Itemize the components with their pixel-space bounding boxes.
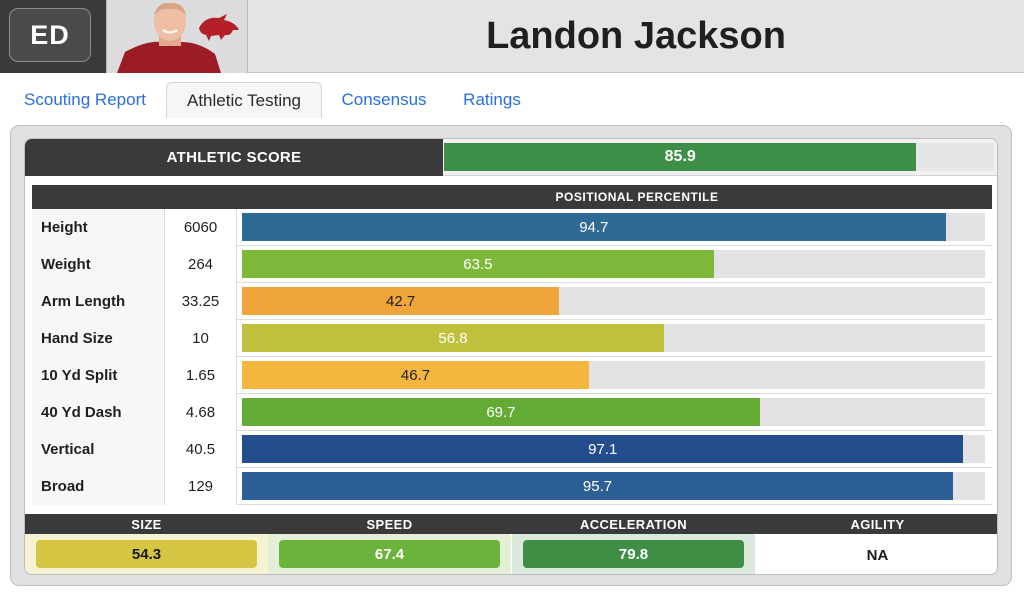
measurement-value: 264: [165, 246, 237, 283]
measurement-label: Vertical: [32, 431, 165, 468]
athletic-score-bar: 85.9: [444, 143, 917, 171]
summary-label-acceleration: ACCELERATION: [579, 516, 688, 532]
measurement-value: 10: [165, 320, 237, 357]
measurement-label: Arm Length: [32, 283, 165, 320]
summary-label-speed: SPEED: [366, 516, 413, 532]
measurement-label: Broad: [32, 468, 165, 505]
percentile-bar: 95.7: [242, 472, 954, 500]
position-badge: ED: [9, 8, 91, 62]
measurement-label: Hand Size: [32, 320, 165, 357]
percentile-bar: 56.8: [242, 324, 665, 352]
tab-ratings[interactable]: Ratings: [463, 90, 521, 109]
player-header: ED Landon Jackson: [0, 0, 1024, 73]
percentile-bar-track: 69.7: [242, 398, 985, 426]
tab-consensus[interactable]: Consensus: [341, 90, 427, 109]
measurement-label: Height: [32, 209, 165, 246]
tab-athletic-testing[interactable]: Athletic Testing: [166, 82, 322, 118]
measurement-row: Weight 264 63.5: [32, 246, 992, 283]
measurement-value: 6060: [165, 209, 237, 246]
summary-label-size: SIZE: [131, 516, 162, 532]
summary-value-acceleration: 79.8: [523, 540, 744, 568]
summary-cell-agility: NA: [756, 534, 997, 574]
position-panel: ED: [0, 0, 106, 73]
summary-cell-size: 54.3: [25, 534, 268, 574]
measurement-row: Broad 129 95.7: [32, 468, 992, 505]
percentile-bar: 69.7: [242, 398, 760, 426]
player-photo: [106, 0, 248, 73]
percentile-bar-track: 63.5: [242, 250, 985, 278]
measurement-label: Weight: [32, 246, 165, 283]
summary-label-agility: AGILITY: [850, 516, 905, 532]
athletic-score-label: ATHLETIC SCORE: [25, 139, 443, 176]
positional-percentile-header: POSITIONAL PERCENTILE: [32, 185, 992, 209]
percentile-bar: 46.7: [242, 361, 589, 389]
summary-value-speed: 67.4: [279, 540, 500, 568]
measurement-value: 1.65: [165, 357, 237, 394]
athletic-testing-card: ATHLETIC SCORE 85.9 POSITIONAL PERCENTIL…: [24, 138, 998, 575]
measurement-value: 129: [165, 468, 237, 505]
player-photo-image: [107, 0, 247, 73]
player-name: Landon Jackson: [486, 15, 786, 57]
percentile-bar: 97.1: [242, 435, 964, 463]
percentile-bar-track: 42.7: [242, 287, 985, 315]
summary-value-size: 54.3: [36, 540, 257, 568]
athletic-testing-panel: ATHLETIC SCORE 85.9 POSITIONAL PERCENTIL…: [10, 125, 1012, 586]
percentile-bar-track: 56.8: [242, 324, 985, 352]
summary-value-agility: NA: [866, 546, 889, 564]
measurement-label: 10 Yd Split: [32, 357, 165, 394]
measurement-row: Hand Size 10 56.8: [32, 320, 992, 357]
measurement-value: 40.5: [165, 431, 237, 468]
tab-scouting-report[interactable]: Scouting Report: [24, 90, 146, 109]
summary-cell-speed: 67.4: [268, 534, 511, 574]
percentile-bar-track: 95.7: [242, 472, 985, 500]
measurement-label: 40 Yd Dash: [32, 394, 165, 431]
athletic-score-track: 85.9: [443, 139, 997, 176]
summary-header: SIZE SPEED ACCELERATION AGILITY: [25, 514, 997, 534]
percentile-bar: 63.5: [242, 250, 714, 278]
percentile-bar-track: 97.1: [242, 435, 985, 463]
athletic-score-bar-bg: 85.9: [444, 143, 994, 171]
measurement-row: 10 Yd Split 1.65 46.7: [32, 357, 992, 394]
measurement-row: 40 Yd Dash 4.68 69.7: [32, 394, 992, 431]
percentile-bar-track: 46.7: [242, 361, 985, 389]
percentile-bar-track: 94.7: [242, 213, 985, 241]
measurement-row: Height 6060 94.7: [32, 209, 992, 246]
measurement-row: Arm Length 33.25 42.7: [32, 283, 992, 320]
tab-bar: Scouting Report Athletic Testing Consens…: [0, 82, 1024, 118]
percentile-bar: 94.7: [242, 213, 946, 241]
percentile-bar: 42.7: [242, 287, 560, 315]
measurement-value: 4.68: [165, 394, 237, 431]
measurement-value: 33.25: [165, 283, 237, 320]
summary-cell-acceleration: 79.8: [512, 534, 755, 574]
measurement-row: Vertical 40.5 97.1: [32, 431, 992, 468]
summary-row: 54.3 67.4 79.8 NA: [25, 534, 997, 574]
